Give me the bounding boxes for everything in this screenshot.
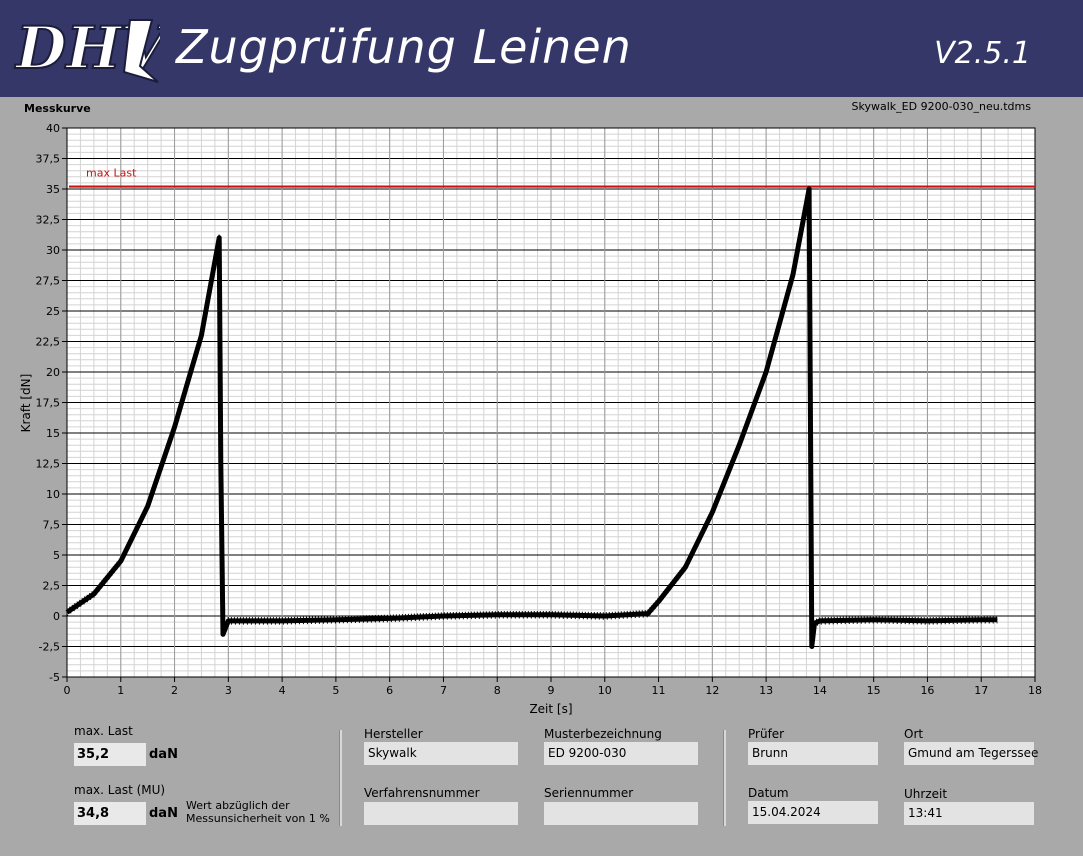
verfahren-field[interactable] <box>364 802 518 825</box>
pruefer-field[interactable]: Brunn <box>748 742 878 765</box>
datum-label: Datum <box>748 786 789 800</box>
x-tick-label: 8 <box>494 684 501 697</box>
x-axis-label: Zeit [s] <box>529 702 572 716</box>
y-tick-label: -2,5 <box>39 641 60 654</box>
x-tick-label: 5 <box>332 684 339 697</box>
max-last-mu-label: max. Last (MU) <box>74 783 166 797</box>
serien-label: Seriennummer <box>544 786 634 800</box>
separator-2 <box>723 730 726 826</box>
x-tick-label: 7 <box>440 684 447 697</box>
x-tick-label: 9 <box>548 684 555 697</box>
y-tick-label: 25 <box>46 305 60 318</box>
x-tick-label: 6 <box>386 684 393 697</box>
y-tick-label: 32,5 <box>36 214 61 227</box>
ort-label: Ort <box>904 727 924 741</box>
x-tick-label: 3 <box>225 684 232 697</box>
x-tick-label: 11 <box>652 684 666 697</box>
y-tick-label: 12,5 <box>36 458 61 471</box>
max-last-unit: daN <box>149 747 178 762</box>
y-tick-label: 35 <box>46 183 60 196</box>
x-tick-label: 14 <box>813 684 827 697</box>
y-tick-label: 5 <box>53 549 60 562</box>
measurement-curve-noise <box>66 185 998 644</box>
max-last-line-label: max Last <box>86 167 137 180</box>
x-tick-label: 2 <box>171 684 178 697</box>
y-tick-label: 37,5 <box>36 153 61 166</box>
y-tick-label: 7,5 <box>43 519 61 532</box>
max-last-mu-value: 34,8 <box>74 802 146 825</box>
x-tick-label: 13 <box>759 684 773 697</box>
force-time-chart[interactable]: max Last 4037,53532,53027,52522,52017,51… <box>0 116 1083 720</box>
y-tick-label: -5 <box>49 671 60 684</box>
x-tick-label: 17 <box>974 684 988 697</box>
y-tick-label: 15 <box>46 427 60 440</box>
hersteller-field[interactable]: Skywalk <box>364 742 518 765</box>
x-tick-label: 16 <box>920 684 934 697</box>
hersteller-label: Hersteller <box>364 727 423 741</box>
separator-1 <box>339 730 342 826</box>
y-tick-label: 20 <box>46 366 60 379</box>
note-line-1: Wert abzüglich der <box>186 799 290 812</box>
serien-field[interactable] <box>544 802 698 825</box>
x-tick-label: 1 <box>117 684 124 697</box>
app-header: DHV Zugprüfung Leinen V2.5.1 <box>0 0 1083 97</box>
y-tick-label: 27,5 <box>36 275 61 288</box>
max-last-value: 35,2 <box>74 743 146 766</box>
y-tick-label: 40 <box>46 122 60 135</box>
uhrzeit-field[interactable]: 13:41 <box>904 802 1034 825</box>
x-tick-label: 15 <box>867 684 881 697</box>
chart-panel-label: Messkurve <box>24 102 91 115</box>
x-tick-label: 0 <box>64 684 71 697</box>
x-tick-label: 4 <box>279 684 286 697</box>
y-tick-label: 0 <box>53 610 60 623</box>
y-tick-label: 30 <box>46 244 60 257</box>
verfahren-label: Verfahrensnummer <box>364 786 480 800</box>
pruefer-label: Prüfer <box>748 727 785 741</box>
y-tick-label: 2,5 <box>43 580 61 593</box>
dhv-logo: DHV <box>13 13 160 83</box>
y-tick-label: 22,5 <box>36 336 61 349</box>
uhrzeit-label: Uhrzeit <box>904 787 948 801</box>
ort-field[interactable]: Gmund am Tegerssee <box>904 742 1038 765</box>
x-tick-label: 18 <box>1028 684 1042 697</box>
muster-label: Musterbezeichnung <box>544 727 662 741</box>
app-title: Zugprüfung Leinen <box>176 20 632 74</box>
y-tick-label: 17,5 <box>36 397 61 410</box>
version-label: V2.5.1 <box>934 36 1031 71</box>
x-tick-label: 10 <box>598 684 612 697</box>
y-tick-label: 10 <box>46 488 60 501</box>
max-last-label: max. Last <box>74 724 133 738</box>
note-line-2: Messunsicherheit von 1 % <box>186 812 330 825</box>
y-axis-label: Kraft [dN] <box>19 374 33 433</box>
file-name-label: Skywalk_ED 9200-030_neu.tdms <box>851 100 1031 113</box>
max-last-mu-unit: daN <box>149 806 178 821</box>
x-tick-label: 12 <box>705 684 719 697</box>
muster-field[interactable]: ED 9200-030 <box>544 742 698 765</box>
uncertainty-note: Wert abzüglich der Messunsicherheit von … <box>186 799 330 825</box>
datum-field[interactable]: 15.04.2024 <box>748 801 878 824</box>
